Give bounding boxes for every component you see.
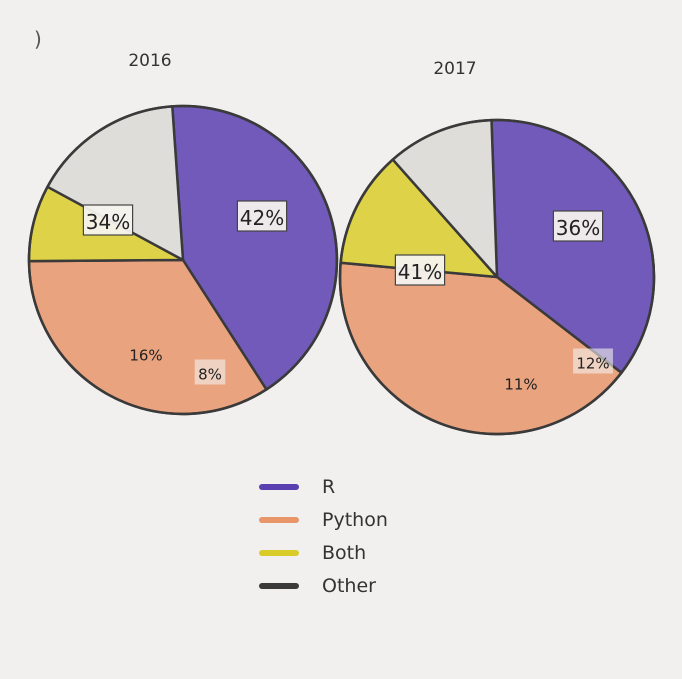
pie-label-box: [82, 204, 134, 236]
pie-label-python: 41%: [398, 260, 442, 284]
pie-label-python: 34%: [86, 210, 130, 234]
pie-chart-0: 2016 42% 34% 8% 16%: [27, 51, 339, 416]
pie-label-both: 8%: [198, 365, 222, 383]
pie-label-box: [552, 210, 604, 242]
legend-label-r: R: [322, 476, 335, 498]
legend: R Python Both Other: [259, 476, 388, 597]
pie-label-box: [236, 200, 288, 232]
pie-title: 2016: [128, 51, 171, 71]
legend-label-both: Both: [322, 542, 366, 564]
pie-label-box: [573, 348, 613, 374]
pies-group: 2016 42% 34% 8% 16% 2017 36% 41% 12% 11%: [27, 51, 656, 436]
pie-label-r: 42%: [240, 206, 284, 230]
pie-label-other: 16%: [129, 346, 162, 364]
pie-label-box: [194, 359, 226, 385]
legend-label-python: Python: [322, 509, 388, 531]
corner-mark: ): [34, 27, 42, 51]
pie-label-both: 12%: [576, 354, 609, 372]
legend-label-other: Other: [322, 575, 376, 597]
pie-outline: [27, 104, 339, 416]
pie-label-r: 36%: [556, 216, 600, 240]
pie-label-other: 11%: [504, 375, 537, 393]
pie-title: 2017: [433, 59, 476, 79]
pie-outline: [338, 118, 656, 436]
pie-label-box: [394, 254, 446, 286]
pie-chart-1: 2017 36% 41% 12% 11%: [338, 59, 656, 436]
